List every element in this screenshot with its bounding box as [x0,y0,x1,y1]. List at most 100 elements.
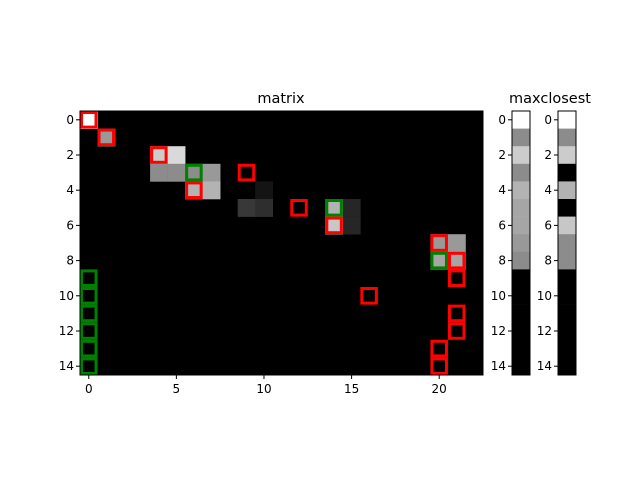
red-box [80,111,98,129]
matrix-cell [150,163,168,182]
matrix-cell [202,163,221,182]
red-box [185,181,203,199]
column-cell [558,322,576,341]
column-cell [558,269,576,288]
x-tick-label: 15 [344,382,359,396]
y-tick-label: 0 [544,113,552,127]
column-cell [512,251,530,270]
matrix-cell [237,199,256,217]
x-tick-label: 0 [85,382,93,396]
matrix-cells [80,111,483,375]
green-box [80,269,98,287]
column-cell [512,339,530,358]
matrix-cell [185,163,203,182]
y-tick-label: 2 [544,148,552,162]
column-cell [512,128,530,147]
matrix-cell [150,146,168,165]
green-box [185,163,203,182]
matrix-cell [430,234,449,253]
green-box [430,251,448,270]
x-tick-label: 10 [256,382,271,396]
column-cell [512,322,530,341]
matrix-cell [167,163,186,182]
column-cell [558,339,576,358]
y-tick-label: 14 [491,359,506,373]
y-tick-label: 6 [498,218,506,232]
red-box [360,287,378,305]
y-tick-label: 0 [498,113,506,127]
red-box [430,339,448,358]
column-cell [558,163,576,182]
column-cell [558,111,576,129]
y-tick-label: 8 [498,254,506,268]
column-panel-1: 0 2 4 6 8 10 12 14 [491,110,531,376]
column-cell [512,199,530,217]
matrix-cell [447,251,466,270]
column-cell [512,111,530,129]
y-tick-label: 6 [66,218,74,232]
y-tick-label: 0 [66,113,74,127]
column-cell [558,128,576,147]
red-box [325,216,343,235]
y-tick-label: 4 [66,183,74,197]
green-box [80,304,98,323]
column-1-frame [511,110,531,376]
red-box [430,234,448,252]
y-tick-label: 6 [544,218,552,232]
matrix-cell [255,181,274,200]
y-tick-label: 14 [59,359,74,373]
matrix-cell [255,199,274,217]
maxclosest-y-ticks: 0 2 4 6 8 10 12 14 [537,113,558,373]
y-tick-label: 4 [544,183,552,197]
matrix-cell [167,146,186,165]
matrix-cell [185,181,203,200]
column-cell [512,216,530,235]
column-cell [512,269,530,288]
column-cell [558,216,576,235]
x-tick-label: 20 [432,382,447,396]
green-box [80,339,98,358]
column-panel-maxclosest: maxclosest 0 2 4 6 8 10 12 14 [509,91,591,376]
column-cell [558,181,576,200]
column-cell [512,357,530,376]
y-tick-label: 14 [537,359,552,373]
column-cell [558,199,576,217]
matrix-cell [342,199,361,217]
red-box [447,304,466,323]
green-box [80,357,98,375]
column-cell [512,234,530,253]
y-tick-label: 12 [491,324,506,338]
column-cell [558,357,576,376]
matrix-cell [325,216,344,235]
red-box [430,357,448,375]
y-tick-label: 10 [491,289,506,303]
column-cell [558,304,576,323]
red-box [290,199,308,217]
column-cell [512,181,530,200]
matrix-cell [447,234,466,253]
red-box [447,322,466,340]
column-cell [512,304,530,323]
column-cell [558,287,576,305]
matrix-cell [325,199,344,217]
column-1-y-ticks: 0 2 4 6 8 10 12 14 [491,113,512,373]
y-tick-label: 4 [498,183,506,197]
maxclosest-frame [557,110,577,376]
y-tick-label: 2 [498,148,506,162]
y-tick-label: 2 [66,148,74,162]
matrix-cell [430,251,449,270]
red-box [97,128,116,147]
y-tick-label: 8 [544,254,552,268]
y-tick-label: 10 [537,289,552,303]
column-cell [558,146,576,165]
matrix-panel: matrix 0 5 10 15 20 0 2 4 6 8 10 12 14 [59,91,484,396]
matrix-cell [80,111,98,129]
matrix-axes-frame [79,110,484,376]
matrix-cell [202,181,221,200]
red-box [447,269,466,287]
column-cell [558,251,576,270]
red-box [447,251,466,270]
column-cell [512,287,530,305]
maxclosest-cells [558,111,576,376]
